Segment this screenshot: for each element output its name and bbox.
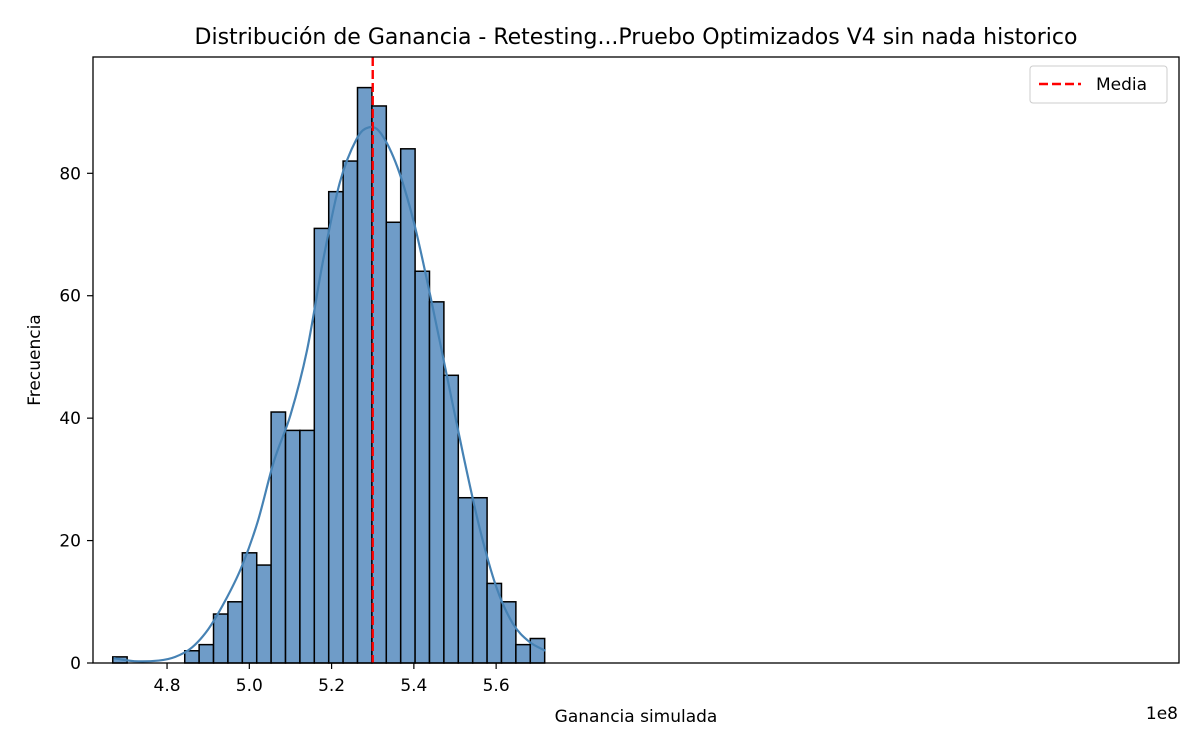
histogram-bars: [111, 86, 546, 664]
histogram-bar: [299, 429, 316, 664]
histogram-bar: [198, 643, 215, 664]
kde-curve: [113, 125, 547, 663]
x-tick-label: 5.4: [400, 676, 427, 696]
histogram-bar: [327, 190, 344, 664]
y-tick-label: 0: [70, 654, 81, 674]
x-axis-ticks: 4.8 5.0 5.2 5.4 5.6: [154, 663, 510, 696]
chart-title: Distribución de Ganancia - Retesting...P…: [195, 25, 1078, 50]
plot-frame: [92, 56, 1180, 664]
y-tick-label: 80: [59, 164, 81, 184]
y-tick-label: 20: [59, 532, 81, 552]
histogram-bar: [471, 496, 488, 664]
histogram-bar: [371, 105, 388, 664]
legend-label-media: Media: [1096, 75, 1147, 95]
x-tick-label: 5.0: [236, 676, 263, 696]
histogram-bar: [227, 601, 244, 664]
x-axis-offset-text: 1e8: [1146, 704, 1178, 724]
x-tick-label: 5.2: [318, 676, 345, 696]
histogram-bar: [255, 564, 272, 664]
histogram-bar: [529, 637, 546, 664]
y-axis-ticks: 0 20 40 60 80: [59, 164, 93, 674]
histogram-bar: [342, 160, 359, 664]
histogram-bar: [515, 643, 532, 664]
histogram-bar: [500, 601, 517, 664]
histogram-bar: [385, 221, 402, 664]
legend-box: [1029, 65, 1168, 104]
histogram-bar: [399, 148, 416, 664]
histogram-bar: [183, 650, 200, 664]
histogram-bar: [241, 552, 258, 664]
x-tick-label: 5.6: [483, 676, 510, 696]
histogram-bar: [457, 496, 474, 664]
y-axis-label: Frecuencia: [25, 314, 45, 405]
histogram-bar: [356, 86, 373, 664]
y-tick-label: 40: [59, 409, 81, 429]
histogram-bar: [284, 429, 301, 664]
histogram-bar: [212, 613, 229, 664]
x-tick-label: 4.8: [154, 676, 181, 696]
x-axis-label: Ganancia simulada: [555, 707, 718, 727]
histogram-bar: [414, 270, 431, 664]
y-tick-label: 60: [59, 287, 81, 307]
legend: Media: [1029, 65, 1168, 104]
